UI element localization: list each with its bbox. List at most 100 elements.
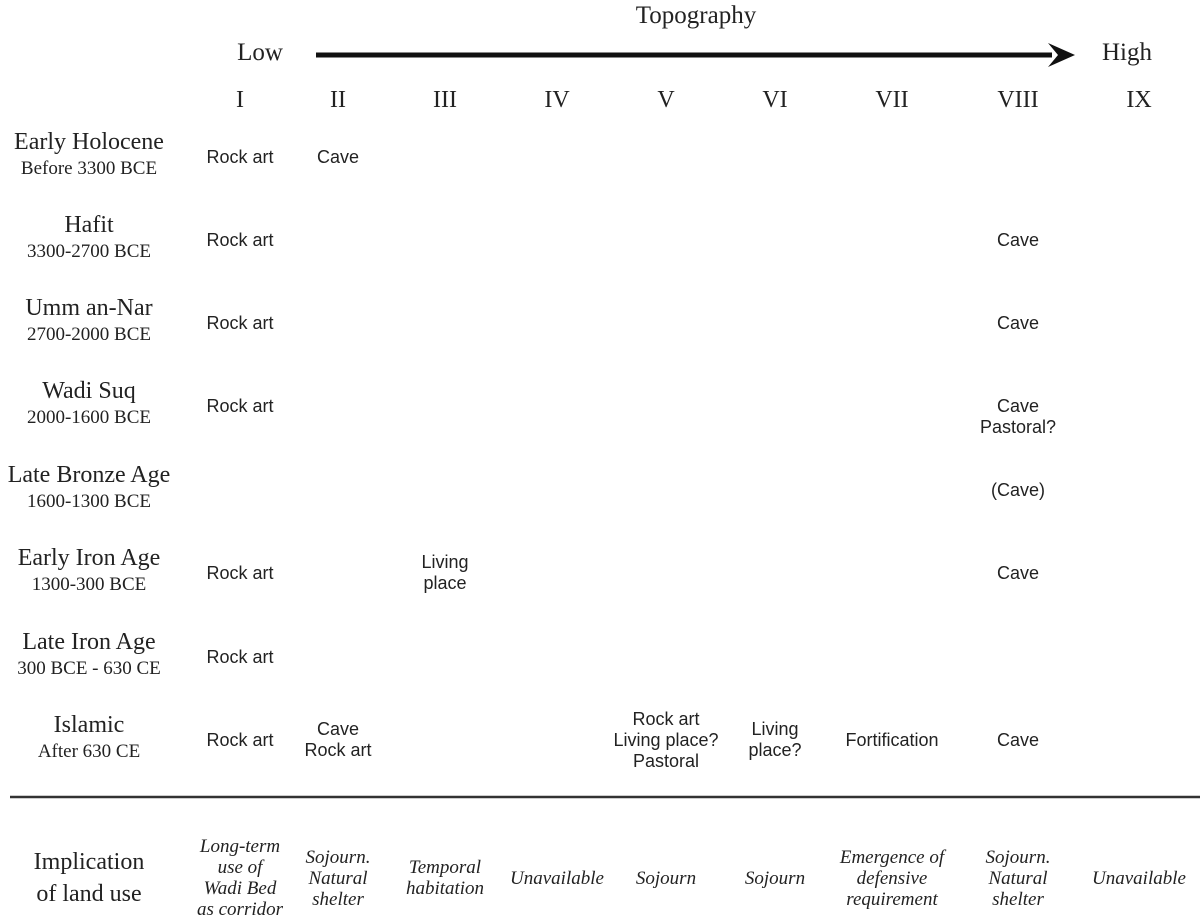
cell-line: Cave bbox=[996, 313, 1040, 333]
period-label: Islamic After 630 CE bbox=[38, 710, 140, 764]
cell-line: Rock art bbox=[206, 313, 274, 333]
implication-line: shelter bbox=[312, 888, 364, 910]
implication-line: Unavailable bbox=[510, 867, 604, 889]
cell-entry: Cave bbox=[997, 230, 1039, 251]
cell-entry: Rock art bbox=[206, 730, 273, 751]
implication-line: Sojourn. bbox=[305, 846, 371, 868]
cell-entry: Rock art bbox=[206, 147, 273, 168]
period-dates: 2700-2000 BCE bbox=[26, 324, 152, 345]
zone-label: VI bbox=[762, 87, 788, 113]
cell-line: Cave bbox=[316, 147, 360, 167]
implication-value: Sojourn. Natural shelter bbox=[306, 847, 371, 910]
period-dates: 300 BCE - 630 CE bbox=[17, 658, 161, 679]
period-label: Wadi Suq 2000-1600 BCE bbox=[27, 376, 151, 430]
cell-line: Cave bbox=[996, 230, 1040, 250]
period-label: Late Bronze Age 1600-1300 BCE bbox=[8, 460, 171, 514]
period-name: Early Iron Age bbox=[17, 545, 161, 571]
cell-line: Rock art bbox=[632, 708, 700, 729]
cell-line: (Cave) bbox=[990, 480, 1046, 500]
cell-line: place bbox=[423, 573, 467, 593]
cell-entry: Rock art bbox=[206, 396, 273, 417]
zone-label: III bbox=[433, 87, 457, 113]
cell-line: Rock art bbox=[206, 147, 274, 167]
cell-entry: Cave bbox=[997, 730, 1039, 751]
cell-line: Cave bbox=[996, 396, 1040, 416]
zone-label: V bbox=[657, 87, 675, 113]
zone-label: VIII bbox=[997, 87, 1039, 113]
period-name: Late Iron Age bbox=[22, 629, 156, 655]
cell-entry: Living place? bbox=[748, 719, 801, 761]
period-label: Hafit 3300-2700 BCE bbox=[27, 210, 151, 264]
implication-line: Natural bbox=[988, 867, 1048, 889]
cell-entry: Cave bbox=[997, 313, 1039, 334]
implication-value: Sojourn bbox=[745, 868, 805, 889]
zone-label: IX bbox=[1126, 87, 1152, 113]
implication-line: shelter bbox=[992, 888, 1044, 910]
cell-line: place? bbox=[748, 740, 802, 760]
implication-line: defensive bbox=[856, 867, 928, 889]
cell-entry: Rock art Living place? Pastoral bbox=[613, 709, 718, 772]
implication-value: Sojourn. Natural shelter bbox=[986, 847, 1051, 910]
cell-line: Fortification bbox=[845, 730, 939, 750]
cell-entry: Rock art bbox=[206, 313, 273, 334]
period-dates: Before 3300 BCE bbox=[20, 158, 158, 179]
period-dates: 1300-300 BCE bbox=[31, 574, 147, 595]
cell-entry: (Cave) bbox=[991, 480, 1045, 501]
cell-line: Living bbox=[421, 552, 469, 572]
period-name: Early Holocene bbox=[14, 129, 164, 155]
cell-line: Rock art bbox=[206, 647, 274, 667]
implication-value: Unavailable bbox=[510, 868, 604, 889]
period-label: Early Holocene Before 3300 BCE bbox=[14, 127, 164, 181]
cell-entry: Fortification bbox=[845, 730, 938, 751]
cell-entry: Rock art bbox=[206, 230, 273, 251]
implication-line: Sojourn. bbox=[985, 846, 1051, 868]
cell-entry: Rock art bbox=[206, 647, 273, 668]
implication-line: use of bbox=[217, 857, 263, 878]
low-label: Low bbox=[237, 39, 283, 66]
high-label: High bbox=[1102, 39, 1152, 66]
implication-value: Temporal habitation bbox=[406, 857, 484, 899]
implication-line: Emergence of bbox=[839, 846, 945, 868]
cell-line: Rock art bbox=[206, 730, 274, 750]
zone-label: VII bbox=[875, 87, 909, 113]
period-dates: 2000-1600 BCE bbox=[26, 407, 152, 428]
zone-label: I bbox=[236, 87, 244, 113]
implication-value: Long-term use of Wadi Bed as corridor bbox=[197, 836, 283, 920]
implication-label: Implication of land use bbox=[34, 846, 145, 910]
period-name: Islamic bbox=[53, 712, 125, 738]
period-dates: After 630 CE bbox=[37, 741, 141, 762]
cell-entry: Cave Rock art bbox=[304, 719, 371, 761]
cell-line: Living place? bbox=[613, 729, 719, 750]
zone-label: IV bbox=[544, 87, 570, 113]
period-name: Late Bronze Age bbox=[7, 462, 171, 488]
implication-line: Sojourn bbox=[744, 867, 806, 889]
period-name: Hafit bbox=[64, 212, 114, 238]
implication-label-line: of land use bbox=[36, 881, 142, 907]
implication-line: as corridor bbox=[196, 899, 284, 920]
implication-line: Natural bbox=[308, 867, 368, 889]
implication-value: Emergence of defensive requirement bbox=[840, 847, 944, 910]
cell-line: Living bbox=[751, 719, 799, 739]
implication-line: Unavailable bbox=[1092, 867, 1186, 889]
cell-line: Pastoral bbox=[632, 750, 700, 771]
implication-line: Long-term bbox=[199, 836, 281, 857]
cell-entry: Living place bbox=[421, 552, 468, 594]
cell-line: Rock art bbox=[206, 230, 274, 250]
cell-line: Cave bbox=[996, 563, 1040, 583]
topography-title: Topography bbox=[635, 2, 757, 29]
arrow-head bbox=[1048, 43, 1075, 67]
cell-line: Rock art bbox=[206, 396, 274, 416]
cell-line: Rock art bbox=[206, 563, 274, 583]
implication-line: requirement bbox=[846, 888, 938, 910]
implication-line: habitation bbox=[405, 878, 485, 899]
period-label: Early Iron Age 1300-300 BCE bbox=[18, 543, 161, 597]
implication-value: Unavailable bbox=[1092, 868, 1186, 889]
cell-entry: Cave Pastoral? bbox=[980, 396, 1056, 438]
implication-line: Temporal bbox=[408, 857, 482, 878]
period-name: Wadi Suq bbox=[42, 378, 136, 404]
cell-line: Rock art bbox=[304, 740, 372, 760]
implication-label-line: Implication bbox=[33, 849, 145, 875]
zone-label: II bbox=[330, 87, 346, 113]
cell-line: Pastoral? bbox=[979, 417, 1057, 437]
